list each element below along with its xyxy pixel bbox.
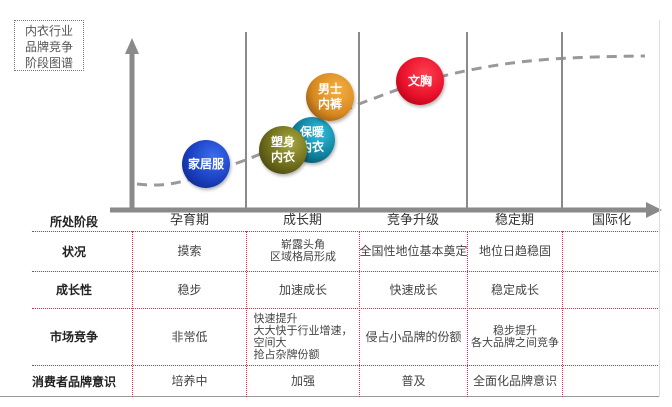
bubble-mens-underwear: 男士 内裤	[306, 73, 354, 121]
bubble-label: 塑身 内衣	[270, 135, 295, 164]
table-cell: 全面化品牌意识	[472, 374, 557, 388]
table-cell	[563, 271, 659, 308]
table-cell: 地位日趋稳固	[478, 244, 551, 258]
table-bottom-border	[0, 396, 660, 397]
table-cell: 快速成长	[389, 282, 438, 297]
stage-label: 稳定期	[494, 213, 534, 228]
bubble-label: 家居服	[187, 156, 224, 171]
row-label: 成长性	[55, 283, 92, 297]
title-line: 内衣行业	[24, 24, 73, 38]
bubble-shapewear: 塑身 内衣	[259, 126, 307, 174]
table-cell: 崭露头角 区域格局形成	[270, 238, 336, 263]
title-line: 品牌竞争	[24, 40, 73, 54]
row-divider	[32, 308, 660, 309]
stage-divider	[561, 32, 563, 212]
row-divider	[32, 365, 660, 366]
stage-label: 孕育期	[169, 213, 209, 228]
stage-divider	[466, 32, 468, 212]
row-label: 状况	[61, 244, 86, 259]
bubble-bra: 文胸	[396, 57, 444, 105]
title-line: 阶段图谱	[24, 56, 73, 70]
table-cell: 快速提升 大大快于行业增速， 空间大 抢占杂牌份额	[253, 311, 353, 361]
table-cell: 培养中	[171, 374, 208, 388]
table-cell: 稳步提升 各大品牌之间竞争	[471, 323, 559, 349]
table-cell: 侵占小品牌的份额	[365, 329, 462, 344]
table-cell: 非常低	[171, 329, 208, 344]
column-divider	[246, 231, 247, 397]
bubble-home-wear: 家居服	[182, 140, 230, 188]
row-label: 市场竞争	[49, 330, 98, 344]
stage-label: 国际化	[591, 213, 631, 228]
horizontal-axis-arrow	[646, 202, 662, 218]
bubble-label: 文胸	[407, 73, 432, 88]
row-label: 消费者品牌意识	[31, 374, 116, 389]
table-cell	[563, 365, 659, 397]
table-cell: 稳步	[177, 282, 202, 297]
table-cell: 摸索	[177, 244, 202, 258]
right-border	[659, 20, 660, 397]
stage-header: 所处阶段	[49, 215, 98, 229]
vertical-axis-arrow	[125, 38, 139, 54]
stage-label: 成长期	[282, 213, 322, 228]
column-divider	[359, 231, 360, 397]
bubble-label: 男士 内裤	[317, 82, 342, 111]
table-cell: 加强	[290, 374, 315, 388]
column-divider	[562, 231, 563, 397]
column-divider	[467, 231, 468, 397]
table-cell: 普及	[401, 374, 426, 388]
stage-divider	[245, 32, 247, 212]
stage-divider	[358, 32, 360, 212]
row-divider	[32, 231, 660, 232]
table-cell	[563, 231, 659, 271]
stage-label: 竞争升级	[386, 213, 439, 228]
column-divider	[132, 231, 133, 397]
table-cell: 全国性地位基本奠定	[359, 244, 468, 258]
row-divider	[32, 271, 660, 272]
table-cell: 稳定成长	[490, 282, 539, 297]
table-cell	[563, 308, 659, 365]
table-cell: 加速成长	[278, 282, 327, 297]
diagram-title: 内衣行业 品牌竞争 阶段图谱	[14, 20, 84, 71]
